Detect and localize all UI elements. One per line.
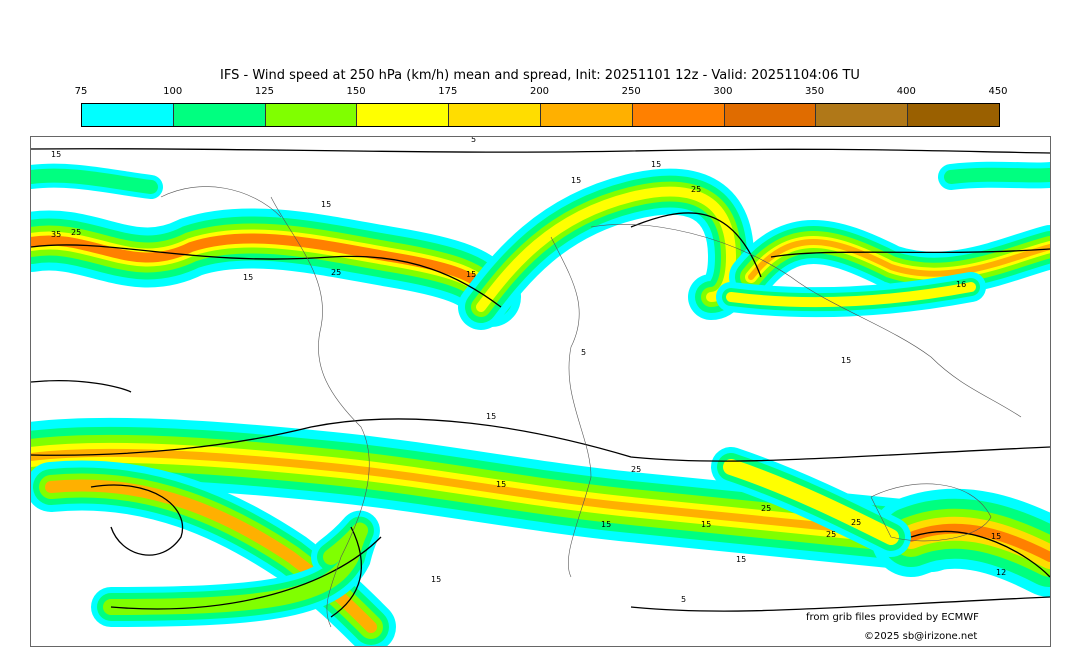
coastline bbox=[870, 483, 992, 542]
colorbar-tick-label: 350 bbox=[805, 86, 825, 97]
spread-contour-line bbox=[90, 484, 184, 556]
contour-label: 5 bbox=[471, 137, 476, 144]
wind-speed-band bbox=[726, 282, 976, 308]
contour-label: 16 bbox=[956, 280, 966, 289]
data-credit: from grib files provided by ECMWF bbox=[806, 612, 979, 623]
contour-label: 15 bbox=[736, 555, 746, 564]
colorbar-segment bbox=[724, 104, 817, 126]
wind-speed-band bbox=[944, 167, 1050, 184]
coastline bbox=[550, 236, 592, 578]
wind-speed-band bbox=[723, 459, 899, 545]
map-canvas: 5 15 15 15 15 25 35 25 25 15 15 16 5 15 15 25 15 25 15 15 25… bbox=[31, 137, 1050, 646]
contour-label: 12 bbox=[996, 568, 1006, 577]
colorbar-segment bbox=[82, 104, 174, 126]
contour-label: 35 bbox=[51, 230, 61, 239]
contour-label: 25 bbox=[71, 228, 81, 237]
wind-speed-band bbox=[31, 448, 935, 541]
contour-label: 15 bbox=[321, 200, 331, 209]
spread-contour-line bbox=[630, 596, 1050, 612]
contour-label: 25 bbox=[691, 185, 701, 194]
colorbar-segment bbox=[540, 104, 633, 126]
spread-contour-line bbox=[31, 379, 132, 393]
contour-label: 15 bbox=[701, 520, 711, 529]
wind-speed-band bbox=[906, 523, 1050, 562]
contour-label: 5 bbox=[681, 595, 686, 604]
spread-contours bbox=[31, 148, 1050, 618]
contour-label: 25 bbox=[331, 268, 341, 277]
colorbar-tick-label: 100 bbox=[163, 86, 183, 97]
coastline bbox=[160, 186, 282, 218]
spread-contour-line bbox=[31, 418, 1050, 462]
contour-label: 25 bbox=[851, 518, 861, 527]
contour-label: 5 bbox=[581, 348, 586, 357]
contour-label: 15 bbox=[651, 160, 661, 169]
contour-label: 15 bbox=[496, 480, 506, 489]
contour-label: 15 bbox=[841, 356, 851, 365]
contour-label: 15 bbox=[466, 270, 476, 279]
wind-speed-band bbox=[31, 233, 496, 302]
contour-label: 15 bbox=[51, 150, 61, 159]
wind-speed-band bbox=[103, 522, 368, 615]
spread-contour-line bbox=[31, 244, 502, 308]
wind-speed-band bbox=[45, 479, 377, 633]
colorbar-tick-label: 150 bbox=[346, 86, 366, 97]
colorbar-tick-label: 450 bbox=[988, 86, 1008, 97]
jet-stream-fills bbox=[31, 161, 1050, 646]
colorbar-segment bbox=[908, 104, 999, 126]
wind-speed-band bbox=[31, 168, 158, 194]
wind-speed-map[interactable]: 5 15 15 15 15 25 35 25 25 15 15 16 5 15 15 25 15 25 15 15 25… bbox=[30, 136, 1051, 647]
contour-label: 15 bbox=[486, 412, 496, 421]
contour-label: 15 bbox=[243, 273, 253, 282]
colorbar-tick-label: 250 bbox=[621, 86, 641, 97]
copyright[interactable]: ©2025 sb@irizone.net bbox=[864, 631, 978, 642]
colorbar-tick-label: 300 bbox=[713, 86, 733, 97]
chart-title: IFS - Wind speed at 250 hPa (km/h) mean … bbox=[220, 68, 860, 83]
spread-contour-line bbox=[110, 536, 382, 610]
coastline bbox=[270, 196, 370, 628]
colorbar-tick-label: 75 bbox=[74, 86, 88, 97]
coastline bbox=[590, 224, 1022, 418]
spread-contour-line bbox=[770, 248, 1050, 258]
colorbar-tick-label: 175 bbox=[438, 86, 458, 97]
wind-speed-band bbox=[748, 239, 1050, 280]
colorbar-legend bbox=[81, 103, 1000, 127]
contour-label: 15 bbox=[991, 532, 1001, 541]
colorbar-segment bbox=[357, 104, 450, 126]
contour-label: 25 bbox=[631, 465, 641, 474]
spread-contour-line bbox=[330, 526, 363, 618]
colorbar-tick-label: 200 bbox=[529, 86, 550, 97]
contour-label: 15 bbox=[431, 575, 441, 584]
spread-contour-line bbox=[630, 212, 762, 278]
spread-contour-line bbox=[31, 148, 1050, 154]
colorbar-segment bbox=[173, 104, 266, 126]
colorbar-segment bbox=[265, 104, 358, 126]
colorbar-tick-label: 125 bbox=[254, 86, 274, 97]
contour-labels: 5 15 15 15 15 25 35 25 25 15 15 16 5 15 15 25 15 25 15 15 25… bbox=[51, 137, 1006, 604]
contour-label: 15 bbox=[601, 520, 611, 529]
contour-label: 25 bbox=[826, 530, 836, 539]
coastlines bbox=[160, 186, 1022, 628]
colorbar-segment bbox=[449, 104, 541, 126]
colorbar-tick-label: 400 bbox=[896, 86, 916, 97]
contour-label: 25 bbox=[761, 504, 771, 513]
colorbar-segment bbox=[816, 104, 909, 126]
colorbar-segment bbox=[632, 104, 725, 126]
contour-label: 15 bbox=[571, 176, 581, 185]
spread-contour-line bbox=[910, 531, 1050, 578]
